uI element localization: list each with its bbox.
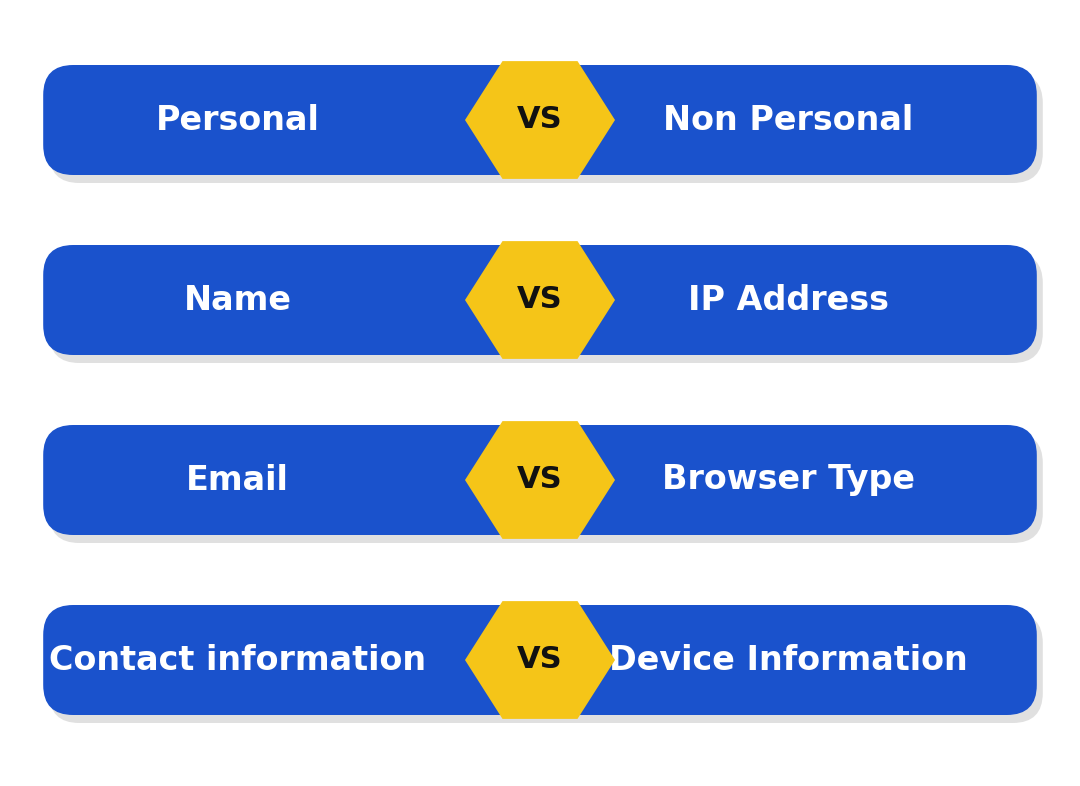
Text: Personal: Personal	[156, 104, 320, 137]
FancyBboxPatch shape	[50, 433, 1043, 543]
Polygon shape	[465, 421, 615, 539]
Text: Browser Type: Browser Type	[662, 464, 915, 497]
Text: Name: Name	[184, 284, 292, 317]
Polygon shape	[465, 241, 615, 359]
Polygon shape	[465, 601, 615, 719]
Text: VS: VS	[517, 285, 563, 314]
FancyBboxPatch shape	[43, 245, 1037, 355]
Text: Contact information: Contact information	[49, 644, 427, 677]
FancyBboxPatch shape	[50, 253, 1043, 363]
Text: IP Address: IP Address	[688, 284, 889, 317]
FancyBboxPatch shape	[43, 605, 1037, 715]
FancyBboxPatch shape	[50, 73, 1043, 183]
Text: Device Information: Device Information	[609, 644, 968, 677]
FancyBboxPatch shape	[43, 425, 1037, 535]
FancyBboxPatch shape	[50, 613, 1043, 723]
Text: VS: VS	[517, 645, 563, 674]
Text: Non Personal: Non Personal	[663, 104, 914, 137]
Polygon shape	[465, 61, 615, 179]
Text: Email: Email	[186, 464, 289, 497]
Text: VS: VS	[517, 105, 563, 134]
FancyBboxPatch shape	[43, 65, 1037, 175]
Text: VS: VS	[517, 465, 563, 494]
